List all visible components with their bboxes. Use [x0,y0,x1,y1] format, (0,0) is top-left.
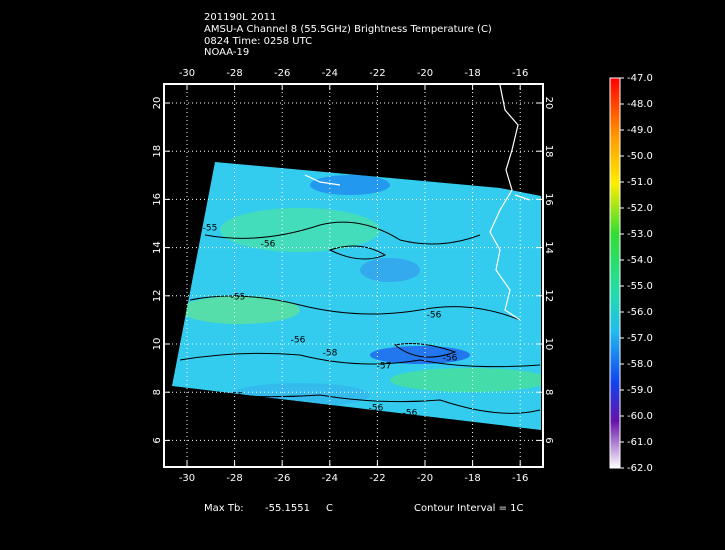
lat-label: 12 [152,289,163,302]
contour-label: -56 [443,354,458,364]
lon-label: -16 [512,473,528,484]
colorbar-label: -50.0 [627,151,653,162]
colorbar-label: -57.0 [627,333,653,344]
colorbar-label: -51.0 [627,177,653,188]
lon-label: -22 [369,473,385,484]
footer-label: Max Tb: [204,503,244,514]
footer-value: -55.1551 [265,503,310,514]
lat-label: 8 [152,389,163,395]
contour-label: -55 [231,293,246,303]
colorbar [609,77,621,469]
header-line: AMSU-A Channel 8 (55.5GHz) Brightness Te… [204,24,492,35]
lon-label: -26 [274,473,290,484]
coastline [304,84,531,321]
lat-label: 18 [152,145,163,158]
lon-label: -16 [512,68,528,79]
contour-label: -56 [369,404,384,414]
lat-label: 20 [152,97,163,110]
map-frame [163,83,544,468]
colorbar-label: -60.0 [627,411,653,422]
lon-label: -28 [226,68,242,79]
contour-label: -56 [261,240,276,250]
colorbar-label: -53.0 [627,229,653,240]
contour-label: -58 [323,349,338,359]
lat-label: 20 [543,97,554,110]
contours [179,221,541,414]
contour-label: -55 [203,224,218,234]
colorbar-label: -49.0 [627,125,653,136]
colorbar-label: -59.0 [627,385,653,396]
contour-label: -55 [229,392,244,402]
header-line: 201190L 2011 [204,12,276,23]
footer-interval: Contour Interval = 1C [414,503,524,514]
lon-label: -20 [417,68,433,79]
lon-label: -28 [226,473,242,484]
footer: Max Tb: -55.1551 C Contour Interval = 1C [204,503,524,514]
colorbar-label: -52.0 [627,203,653,214]
lat-label: 6 [152,437,163,443]
colorbar-label: -47.0 [627,73,653,84]
swath [172,162,541,430]
lat-label: 18 [543,145,554,158]
lat-label: 6 [543,437,554,443]
lat-label: 12 [543,289,554,302]
lat-label: 8 [543,389,554,395]
lon-label: -18 [464,68,480,79]
lon-label: -30 [179,68,195,79]
colorbar-label: -62.0 [627,463,653,474]
colorbar-label: -58.0 [627,359,653,370]
colorbar-label: -48.0 [627,99,653,110]
footer-unit: C [326,503,333,514]
lat-label: 16 [543,193,554,206]
lon-label: -24 [322,68,338,79]
colorbar-label: -61.0 [627,437,653,448]
colorbar-label: -55.0 [627,281,653,292]
lat-label: 14 [152,241,163,254]
contour-label: -57 [377,362,392,372]
lat-label: 10 [152,338,163,351]
lon-label: -24 [322,473,338,484]
lon-label: -18 [464,473,480,484]
contour-label: -56 [427,311,442,321]
lon-label: -22 [369,68,385,79]
header-line: 0824 Time: 0258 UTC [204,36,312,47]
lat-label: 14 [543,241,554,254]
lat-label: 16 [152,193,163,206]
colorbar-label: -54.0 [627,255,653,266]
contour-label: -56 [403,409,418,419]
colorbar-label: -56.0 [627,307,653,318]
lat-label: 10 [543,338,554,351]
lon-label: -30 [179,473,195,484]
header: 201190L 2011 AMSU-A Channel 8 (55.5GHz) … [204,12,492,58]
header-line: NOAA-19 [204,47,249,58]
lon-label: -26 [274,68,290,79]
lon-label: -20 [417,473,433,484]
contour-label: -56 [291,336,306,346]
